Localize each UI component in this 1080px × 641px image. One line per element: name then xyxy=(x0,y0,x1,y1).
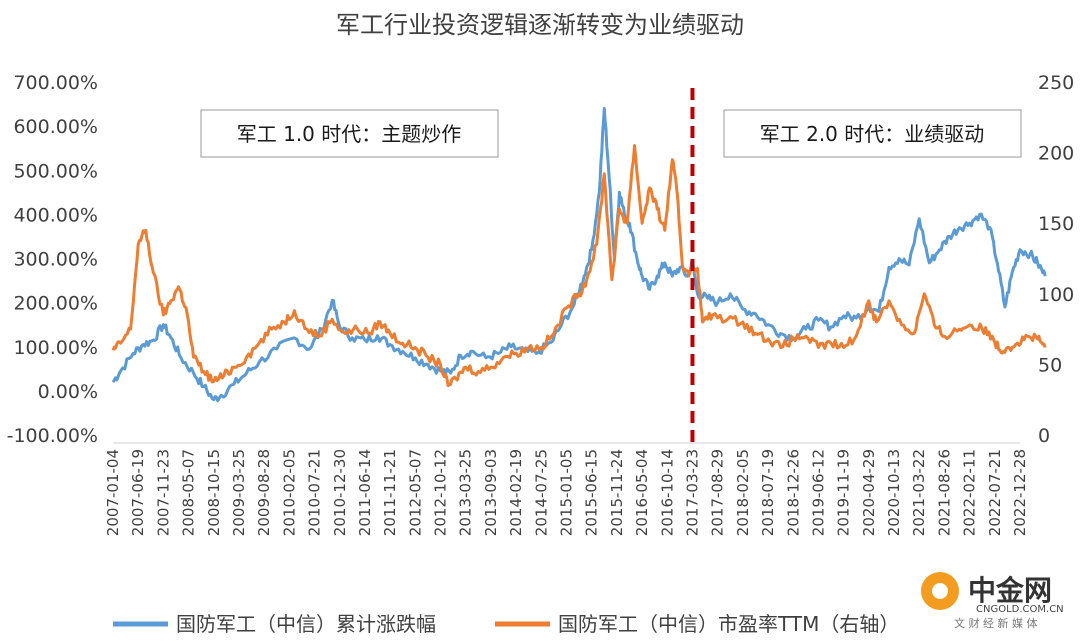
y-right-tick-label: 0 xyxy=(1038,425,1050,447)
x-tick-label: 2016-05-04 xyxy=(633,449,651,536)
x-tick-label: 2017-03-23 xyxy=(683,449,701,536)
y-left-tick-label: 600.00% xyxy=(13,116,98,138)
x-tick-label: 2008-05-07 xyxy=(180,449,198,536)
watermark-logo-inner-icon xyxy=(932,583,948,599)
y-left-tick-label: 400.00% xyxy=(13,204,98,226)
x-tick-label: 2020-04-29 xyxy=(860,449,878,536)
x-tick-label: 2013-09-03 xyxy=(482,449,500,536)
x-tick-label: 2020-10-13 xyxy=(885,449,903,536)
y-right-tick-label: 250 xyxy=(1038,72,1074,94)
y-axis-right: 250 200 150 100 50 0 xyxy=(1038,72,1074,447)
x-tick-label: 2019-11-19 xyxy=(835,449,853,536)
x-tick-label: 2014-02-19 xyxy=(507,449,525,536)
watermark-sub: 文 财 经 新 媒 体 xyxy=(954,616,1037,630)
x-axis: 2007-01-04 2007-06-19 2007-11-23 2008-05-07… xyxy=(104,442,1029,536)
x-tick-label: 2007-11-23 xyxy=(154,449,172,536)
watermark-en: CNGOLD.COM.CN xyxy=(976,604,1064,615)
era2-box xyxy=(723,109,1022,158)
x-tick-label: 2022-02-11 xyxy=(961,449,979,536)
x-tick-label: 2022-07-21 xyxy=(986,449,1004,536)
x-tick-label: 2012-10-12 xyxy=(432,449,450,536)
x-tick-label: 2011-11-21 xyxy=(381,449,399,536)
watermark-cn: 中金网 xyxy=(968,574,1052,607)
x-tick-label: 2017-08-29 xyxy=(709,449,727,536)
y-right-tick-label: 100 xyxy=(1038,284,1074,306)
x-tick-label: 2011-06-14 xyxy=(356,449,374,536)
x-tick-label: 2018-12-26 xyxy=(784,449,802,536)
legend-label-series1: 国防军工（中信）累计涨跌幅 xyxy=(176,612,436,636)
chart-title: 军工行业投资逻辑逐渐转变为业绩驱动 xyxy=(336,11,744,39)
x-tick-label: 2015-11-24 xyxy=(608,449,626,536)
x-tick-label: 2015-01-05 xyxy=(558,449,576,536)
y-left-tick-label: 100.00% xyxy=(13,337,98,359)
x-tick-label: 2021-08-26 xyxy=(935,449,953,536)
x-tick-label: 2010-12-30 xyxy=(331,449,349,536)
x-tick-label: 2019-06-12 xyxy=(809,449,827,536)
y-left-tick-label: 200.00% xyxy=(13,293,98,315)
x-tick-label: 2009-03-25 xyxy=(230,449,248,536)
y-left-tick-label: 0.00% xyxy=(38,381,98,403)
era2-annotation: 军工 2.0 时代：业绩驱动 xyxy=(723,109,1022,158)
era1-annotation: 军工 1.0 时代：主题炒作 xyxy=(200,109,499,158)
y-left-tick-label: 500.00% xyxy=(13,160,98,182)
x-tick-label: 2022-12-28 xyxy=(1011,449,1029,536)
x-tick-label: 2007-01-04 xyxy=(104,449,122,536)
x-tick-label: 2009-08-28 xyxy=(255,449,273,536)
x-tick-label: 2014-07-25 xyxy=(532,449,550,536)
series-line-2 xyxy=(111,144,1047,388)
y-left-tick-label: 300.00% xyxy=(13,249,98,271)
x-tick-label: 2016-10-14 xyxy=(658,449,676,536)
x-tick-label: 2010-02-05 xyxy=(280,449,298,536)
y-left-tick-label: 700.00% xyxy=(13,72,98,94)
x-tick-label: 2018-02-05 xyxy=(734,449,752,536)
x-tick-label: 2008-10-15 xyxy=(205,449,223,536)
era1-box xyxy=(200,109,499,158)
x-tick-label: 2018-07-19 xyxy=(759,449,777,536)
x-tick-label: 2007-06-19 xyxy=(129,449,147,536)
era1-label: 军工 1.0 时代：主题炒作 xyxy=(237,122,462,146)
y-left-tick-label: -100.00% xyxy=(7,425,98,447)
x-tick-label: 2012-05-07 xyxy=(406,449,424,536)
y-right-tick-label: 150 xyxy=(1038,213,1074,235)
x-tick-label: 2015-06-15 xyxy=(583,449,601,536)
era2-label: 军工 2.0 时代：业绩驱动 xyxy=(760,122,985,146)
legend-label-series2: 国防军工（中信）市盈率TTM（右轴） xyxy=(558,612,899,636)
legend: 国防军工（中信）累计涨跌幅 国防军工（中信）市盈率TTM（右轴） xyxy=(113,612,899,636)
x-tick-label: 2013-03-25 xyxy=(457,449,475,536)
y-axis-left: 700.00% 600.00% 500.00% 400.00% 300.00% 200.0… xyxy=(7,72,98,447)
series-layer xyxy=(111,107,1047,403)
x-tick-label: 2021-03-22 xyxy=(910,449,928,536)
x-tick-label: 2010-07-21 xyxy=(306,449,324,536)
y-right-tick-label: 200 xyxy=(1038,143,1074,165)
y-right-tick-label: 50 xyxy=(1038,354,1062,376)
watermark: 中金网 CNGOLD.COM.CN 文 财 经 新 媒 体 xyxy=(921,572,1064,630)
